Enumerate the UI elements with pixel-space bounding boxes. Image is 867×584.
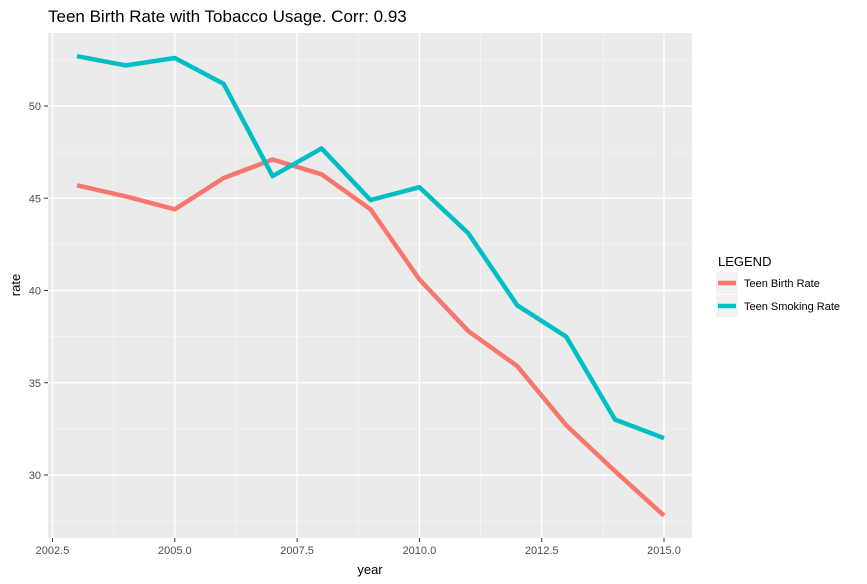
legend-title: LEGEND bbox=[718, 254, 771, 269]
y-tick-label: 50 bbox=[29, 101, 41, 113]
plot-panel bbox=[48, 33, 692, 538]
chart-title: Teen Birth Rate with Tobacco Usage. Corr… bbox=[48, 7, 407, 26]
x-tick-label: 2005.0 bbox=[158, 545, 192, 557]
x-tick-label: 2012.5 bbox=[525, 545, 559, 557]
series-line-1 bbox=[76, 53, 665, 441]
y-tick-label: 30 bbox=[29, 470, 41, 482]
y-axis-ticks: 30 35 40 45 50 bbox=[29, 101, 48, 482]
series-line-0 bbox=[76, 157, 666, 518]
x-tick-label: 2002.5 bbox=[36, 545, 70, 557]
legend: LEGEND Teen Birth Rate Teen Smoking Rate bbox=[716, 254, 840, 317]
series-lines bbox=[76, 53, 666, 518]
x-tick-label: 2007.5 bbox=[280, 545, 314, 557]
x-axis-ticks: 2002.5 2005.0 2007.5 2010.0 2012.5 2015.0 bbox=[36, 538, 681, 557]
y-tick-label: 45 bbox=[29, 193, 41, 205]
x-tick-label: 2015.0 bbox=[647, 545, 681, 557]
x-axis-title: year bbox=[357, 562, 383, 577]
x-tick-label: 2010.0 bbox=[403, 545, 437, 557]
y-tick-label: 35 bbox=[29, 378, 41, 390]
legend-label: Teen Birth Rate bbox=[744, 278, 820, 290]
y-tick-label: 40 bbox=[29, 286, 41, 298]
legend-label: Teen Smoking Rate bbox=[744, 301, 840, 313]
y-axis-title: rate bbox=[8, 274, 23, 296]
